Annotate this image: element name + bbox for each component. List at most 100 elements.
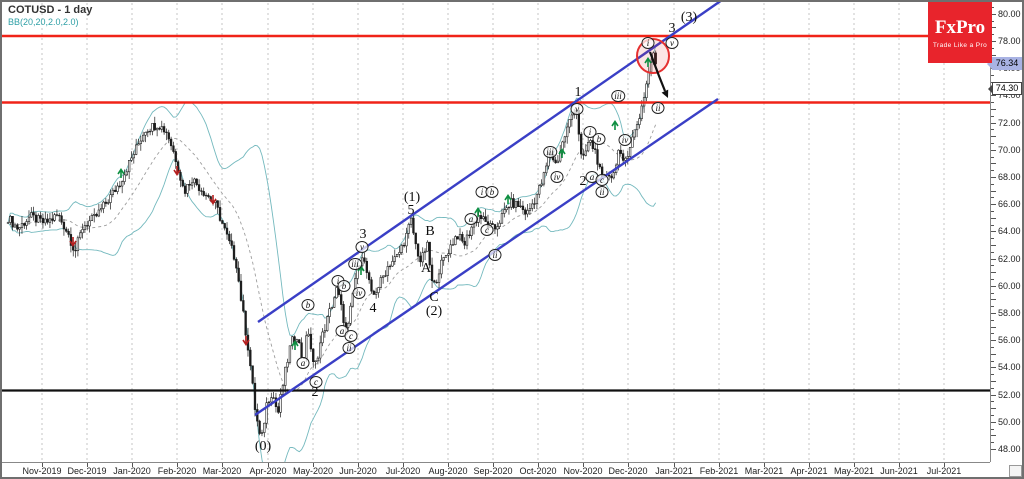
candle-body xyxy=(58,214,61,217)
bollinger-lower-band xyxy=(7,159,657,479)
projection-arrow-line[interactable] xyxy=(648,51,667,92)
candle-body xyxy=(25,221,28,226)
wave-label-ii[interactable]: ii xyxy=(342,342,356,354)
wave-label-iii[interactable]: iii xyxy=(543,146,557,158)
candle-body xyxy=(93,214,96,216)
price-axis-tick xyxy=(991,238,994,240)
wave-label-a[interactable]: a xyxy=(296,357,310,369)
wave-label-iii[interactable]: iii xyxy=(611,90,625,102)
wave-label-3[interactable]: 3 xyxy=(668,21,676,36)
wave-label-a[interactable]: a xyxy=(464,213,478,225)
wave-label-3[interactable]: (3) xyxy=(680,10,698,25)
wave-label-v[interactable]: v xyxy=(355,241,369,253)
wave-label-ii[interactable]: ii xyxy=(651,102,665,114)
wave-label-C[interactable]: C xyxy=(429,290,439,305)
price-axis-tick xyxy=(991,313,996,314)
candle-body xyxy=(137,143,140,146)
wave-label-2[interactable]: 2 xyxy=(311,385,319,400)
wave-label-c[interactable]: c xyxy=(595,174,609,186)
resize-grip[interactable] xyxy=(1009,465,1022,477)
candle-body xyxy=(607,174,611,177)
candle-body xyxy=(524,209,527,215)
candle-body xyxy=(624,157,627,161)
price-axis-tick xyxy=(991,449,996,450)
price-axis-tick xyxy=(991,217,996,219)
price-axis-tick xyxy=(991,381,996,382)
candle-body xyxy=(430,264,434,281)
price-axis-tick xyxy=(991,177,996,178)
wave-label-1[interactable]: (1) xyxy=(403,190,421,205)
wave-label-c[interactable]: c xyxy=(480,224,494,236)
price-axis-tick xyxy=(991,272,996,274)
time-axis-tick xyxy=(764,463,765,467)
candle-body xyxy=(419,255,422,263)
price-axis-tick xyxy=(991,428,994,430)
wave-label-2[interactable]: (2) xyxy=(425,304,443,319)
wave-label-ii[interactable]: ii xyxy=(488,249,502,261)
time-axis[interactable]: Nov-2019 Dec-2019 Jan-2020 Feb-2020 Mar-2020… xyxy=(2,462,990,478)
candle-body xyxy=(456,236,459,240)
price-axis-tick xyxy=(991,115,994,117)
time-axis-label: Jun-2021 xyxy=(880,466,918,476)
candle-body xyxy=(16,224,19,230)
wave-label-5[interactable]: 5 xyxy=(407,203,415,218)
candle-body xyxy=(218,207,222,221)
wave-label-c[interactable]: c xyxy=(309,376,323,388)
candle-body xyxy=(162,126,166,133)
channel-trendline-upper[interactable] xyxy=(257,0,723,323)
wave-label-v[interactable]: v xyxy=(570,103,584,115)
candle-body xyxy=(300,342,303,358)
wave-label-b[interactable]: b xyxy=(485,186,499,198)
wave-label-3[interactable]: 3 xyxy=(359,227,367,242)
channel-trendline-lower[interactable] xyxy=(254,98,719,416)
wave-label-iv[interactable]: iv xyxy=(618,134,632,146)
time-axis-tick xyxy=(313,463,314,467)
candle-body xyxy=(97,209,101,217)
wave-label-iv[interactable]: iv xyxy=(352,287,366,299)
candle-body xyxy=(188,184,191,186)
wave-label-v[interactable]: v xyxy=(665,37,679,49)
price-axis-label: 70.00 xyxy=(998,144,1021,155)
buy-arrow-icon xyxy=(117,168,125,178)
wave-label-b[interactable]: b xyxy=(337,280,351,292)
projection-arrow-head[interactable] xyxy=(661,89,669,98)
candle-body xyxy=(237,267,240,282)
wave-label-b[interactable]: b xyxy=(592,133,606,145)
wave-label-A[interactable]: A xyxy=(420,261,432,276)
price-axis[interactable]: 76.34 74.30 80.0078.0076.0074.0072.0070.… xyxy=(987,2,1023,462)
candle-body xyxy=(23,223,26,226)
candle-body xyxy=(638,118,641,125)
price-axis-tick xyxy=(991,231,996,233)
candle-body xyxy=(556,160,560,164)
price-axis-tick xyxy=(991,353,996,355)
wave-label-iii[interactable]: iii xyxy=(348,258,362,270)
candle-body xyxy=(90,215,94,222)
price-axis-tick xyxy=(991,81,996,83)
candle-body xyxy=(155,127,159,131)
candle-body xyxy=(582,153,585,156)
wave-label-i[interactable]: i xyxy=(641,37,655,49)
candle-body xyxy=(521,205,525,211)
wave-label-b[interactable]: b xyxy=(301,299,315,311)
candle-body xyxy=(645,83,648,99)
candle-body xyxy=(172,145,175,152)
wave-label-c[interactable]: c xyxy=(344,330,358,342)
candle-body xyxy=(288,345,292,363)
candle-body xyxy=(158,127,161,130)
wave-label-iv[interactable]: iv xyxy=(550,171,564,183)
wave-label-2[interactable]: 2 xyxy=(579,174,587,189)
wave-label-B[interactable]: B xyxy=(425,224,435,239)
candle-body xyxy=(216,200,219,208)
price-axis-tick xyxy=(991,435,996,437)
wave-label-1[interactable]: 1 xyxy=(574,85,582,100)
wave-label-0[interactable]: (0) xyxy=(254,439,272,454)
price-axis-tick xyxy=(991,75,994,76)
wave-label-4[interactable]: 4 xyxy=(369,301,377,316)
time-axis-tick xyxy=(854,463,855,467)
candle-body xyxy=(503,209,506,214)
wave-label-ii[interactable]: ii xyxy=(595,186,609,198)
time-axis-label: Jun-2020 xyxy=(339,466,377,476)
candle-body xyxy=(44,218,47,224)
